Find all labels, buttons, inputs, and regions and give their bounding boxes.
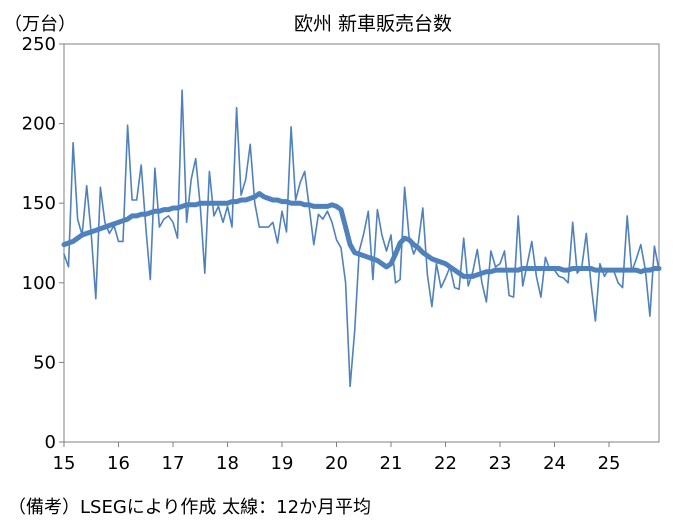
series-layer (61, 89, 662, 388)
y-tick-label: 250 (22, 34, 56, 55)
x-tick-label: 24 (543, 453, 566, 474)
y-tick-label: 100 (22, 273, 56, 294)
x-tick-label: 16 (107, 453, 130, 474)
x-tick-label: 17 (162, 453, 185, 474)
x-tick-label: 25 (598, 453, 621, 474)
y-tick-label: 50 (33, 352, 56, 373)
y-axis: 0 50 100 150 200 250 (22, 34, 64, 453)
series-line-monthly (63, 89, 660, 388)
chart-title: 欧州 新車販売台数 (294, 13, 452, 35)
x-tick-label: 18 (216, 453, 239, 474)
y-tick-label: 150 (22, 193, 56, 214)
x-tick-label: 21 (380, 453, 403, 474)
y-tick-label: 200 (22, 114, 56, 135)
y-tick-label: 0 (45, 432, 56, 453)
x-axis: 15 16 17 18 19 20 21 22 23 24 25 (53, 442, 621, 474)
x-tick-label: 23 (489, 453, 512, 474)
series-line-12m-average (61, 191, 662, 279)
y-unit-label: （万台） (4, 14, 76, 35)
footnote: （備考）LSEGにより作成 太線：12か月平均 (8, 497, 371, 518)
x-tick-label: 19 (271, 453, 294, 474)
x-tick-label: 15 (53, 453, 76, 474)
x-tick-label: 20 (325, 453, 348, 474)
x-tick-label: 22 (434, 453, 457, 474)
